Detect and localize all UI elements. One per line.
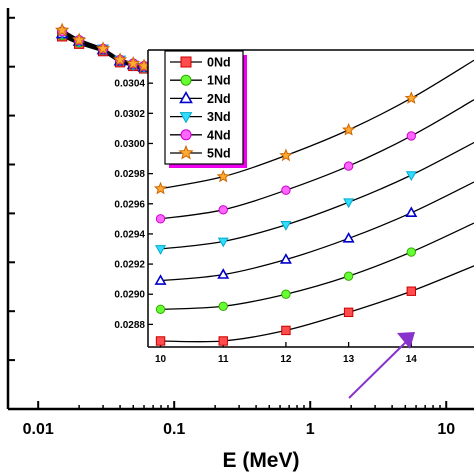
inset-point-0Nd: [155, 336, 166, 346]
inset-point-2Nd: [342, 231, 355, 243]
inset-point-2Nd: [217, 268, 230, 279]
main-point-5Nd: [54, 22, 70, 37]
inset-point-1Nd: [218, 301, 228, 311]
inset-point-1Nd: [406, 247, 417, 257]
x-tick-label: 0.01: [23, 421, 54, 438]
legend-box: [164, 50, 244, 165]
legend-label: 4Nd: [207, 128, 231, 142]
inset-point-1Nd: [343, 271, 354, 281]
inset-point-5Nd: [341, 122, 356, 136]
inset-point-4Nd: [155, 214, 166, 224]
inset-point-3Nd: [217, 237, 229, 248]
x-tick-label: 10: [437, 421, 455, 438]
inset-point-5Nd: [279, 148, 293, 162]
inset-point-3Nd: [343, 198, 355, 209]
inset-y-tick-label: 0.0294: [114, 229, 145, 240]
x-axis-title: E (MeV): [222, 449, 299, 472]
inset-point-2Nd: [279, 253, 292, 264]
inset-point-3Nd: [280, 221, 292, 231]
inset-y-tick-label: 0.0298: [114, 169, 145, 180]
legend-label: 5Nd: [207, 147, 231, 161]
inset-x-tick-label: 11: [218, 354, 229, 365]
main-point-5Nd: [71, 32, 87, 47]
legend-marker-5Nd: [178, 144, 194, 160]
inset-point-4Nd: [218, 205, 228, 215]
inset-point-2Nd: [405, 206, 418, 217]
legend-marker-1Nd: [180, 74, 192, 86]
inset-y-tick-label: 0.0302: [114, 109, 145, 120]
inset-y-tick-label: 0.0296: [114, 199, 145, 210]
inset-point-0Nd: [218, 336, 228, 346]
legend-marker-4Nd: [180, 129, 192, 141]
pointer-arrow: [348, 339, 409, 399]
x-tick-label: 1: [306, 421, 315, 438]
main-point-5Nd: [95, 41, 111, 55]
legend-label: 0Nd: [207, 56, 231, 70]
inset-point-1Nd: [281, 289, 291, 299]
legend-label: 2Nd: [207, 92, 231, 106]
inset-point-4Nd: [343, 161, 354, 171]
inset-point-3Nd: [405, 171, 417, 181]
legend-label: 1Nd: [207, 74, 231, 88]
inset-point-1Nd: [155, 304, 166, 315]
inset-point-0Nd: [281, 325, 291, 336]
inset-y-tick-label: 0.0304: [114, 79, 145, 90]
legend-marker-2Nd: [179, 91, 193, 104]
inset-point-5Nd: [216, 169, 230, 183]
inset-y-tick-label: 0.0290: [114, 290, 145, 301]
inset-x-tick-label: 10: [155, 354, 167, 365]
inset-x-tick-label: 13: [343, 354, 355, 365]
inset-y-tick-label: 0.0288: [114, 320, 145, 331]
inset-point-4Nd: [406, 131, 417, 141]
inset-y-tick-label: 0.0300: [114, 139, 145, 150]
inset-x-tick-label: 14: [406, 354, 418, 365]
inset-point-3Nd: [155, 245, 167, 255]
legend-marker-3Nd: [179, 112, 193, 124]
inset-point-4Nd: [281, 185, 291, 195]
inset-point-0Nd: [406, 286, 417, 296]
x-tick-label: 0.1: [163, 421, 185, 438]
legend-label: 3Nd: [207, 110, 231, 124]
inset-point-2Nd: [154, 274, 167, 285]
inset-y-tick-label: 0.0292: [114, 260, 145, 271]
legend-marker-0Nd: [180, 56, 192, 68]
inset-plot: 0.0288 0.0290 0.0292 0.0294 0.0296 0.0298 0.03…: [114, 49, 474, 365]
inset-point-5Nd: [404, 91, 418, 104]
inset-x-tick-label: 12: [280, 354, 292, 365]
inset-point-0Nd: [343, 307, 354, 318]
inset-point-5Nd: [153, 181, 168, 195]
main-point-5Nd: [112, 52, 128, 66]
main-point-5Nd: [126, 55, 141, 70]
pointer-arrow-head: [397, 332, 415, 349]
